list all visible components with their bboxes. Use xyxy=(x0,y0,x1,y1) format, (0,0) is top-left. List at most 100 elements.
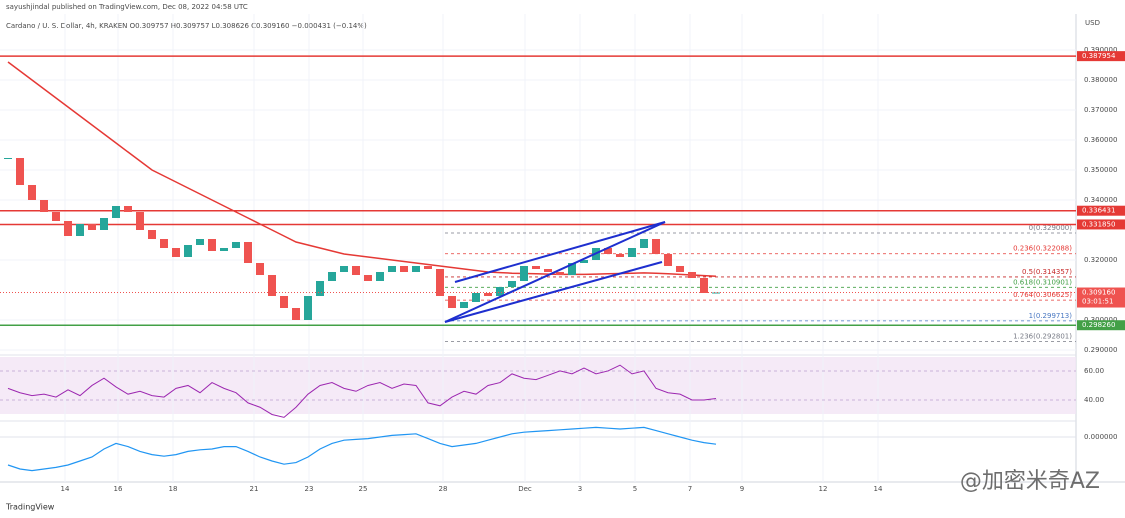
level-label: 0.298260 xyxy=(1082,321,1115,329)
y-tick-label: 0.300000 xyxy=(1084,316,1117,324)
y-tick-label: 0.360000 xyxy=(1084,136,1117,144)
x-tick-label: 16 xyxy=(114,485,123,493)
moving-average xyxy=(7,61,717,277)
x-tick-label: 3 xyxy=(578,485,582,493)
candle xyxy=(556,271,564,275)
x-tick-label: 5 xyxy=(633,485,637,493)
candle xyxy=(100,217,108,230)
countdown: 03:01:51 xyxy=(1082,298,1113,306)
y-tick-label: 0.290000 xyxy=(1084,346,1117,354)
candle xyxy=(628,247,636,257)
y-tick-label: 0.380000 xyxy=(1084,76,1117,84)
rsi-band xyxy=(0,357,1076,414)
macd-tick-label: 0.000000 xyxy=(1084,433,1117,441)
candle xyxy=(316,280,324,296)
y-tick-label: 0.320000 xyxy=(1084,256,1117,264)
header: sayushjindal published on TradingView.co… xyxy=(6,3,248,11)
level-label: 0.336431 xyxy=(1082,207,1115,215)
candle xyxy=(484,292,492,296)
candle xyxy=(340,265,348,272)
channel-line xyxy=(444,221,666,323)
candle xyxy=(532,265,540,269)
candle xyxy=(16,158,24,185)
chart-title: Cardano / U. S. Dollar, 4h, KRAKEN O0.30… xyxy=(6,22,367,30)
candle xyxy=(148,229,156,239)
candle xyxy=(364,274,372,281)
candle xyxy=(256,262,264,275)
level-tag xyxy=(1077,205,1125,216)
x-tick-label: 18 xyxy=(169,485,178,493)
candle xyxy=(712,292,720,294)
candle xyxy=(52,211,60,221)
candle xyxy=(472,292,480,302)
candle xyxy=(244,241,252,263)
candle xyxy=(232,241,240,248)
candle xyxy=(700,277,708,293)
candle xyxy=(688,271,696,278)
candle xyxy=(652,238,660,254)
x-tick-label: 9 xyxy=(740,485,744,493)
candle xyxy=(88,223,96,230)
y-tick-label: 0.350000 xyxy=(1084,166,1117,174)
level-label: 0.331850 xyxy=(1082,220,1115,228)
rsi-line xyxy=(7,364,717,418)
x-tick-label: 14 xyxy=(61,485,70,493)
candle xyxy=(664,253,672,266)
x-tick-label: 21 xyxy=(250,485,259,493)
candle xyxy=(676,265,684,272)
rsi-tick-label: 40.00 xyxy=(1084,396,1104,404)
candle xyxy=(292,307,300,320)
candle xyxy=(376,271,384,281)
candle xyxy=(460,301,468,308)
macd-line xyxy=(7,426,717,472)
x-tick-label: 23 xyxy=(305,485,314,493)
last-price-tag xyxy=(1077,287,1125,308)
candle xyxy=(328,271,336,281)
candle xyxy=(448,295,456,308)
watermark: @加密米奇AZ xyxy=(960,469,1100,494)
candle xyxy=(76,223,84,236)
fib-label: 0.236(0.322088) xyxy=(1013,245,1072,253)
candle xyxy=(412,265,420,272)
candle xyxy=(124,205,132,212)
x-tick-label: Dec xyxy=(518,485,532,493)
candle xyxy=(196,238,204,245)
candle xyxy=(172,247,180,257)
candle xyxy=(28,185,36,200)
candle xyxy=(352,265,360,275)
candle xyxy=(424,265,432,269)
currency: USD xyxy=(1085,19,1100,27)
candle xyxy=(4,158,12,160)
level-label: 0.387954 xyxy=(1082,52,1116,60)
candle xyxy=(160,238,168,248)
fib-label: 0(0.329000) xyxy=(1029,224,1073,232)
rsi-tick-label: 60.00 xyxy=(1084,367,1104,375)
candle xyxy=(580,259,588,263)
candle xyxy=(268,274,276,296)
candle xyxy=(568,262,576,275)
candle xyxy=(640,238,648,248)
candle xyxy=(508,280,516,287)
y-tick-label: 0.390000 xyxy=(1084,46,1117,54)
fib-label: 0.618(0.310901) xyxy=(1013,278,1072,286)
x-tick-label: 14 xyxy=(874,485,883,493)
x-tick-label: 12 xyxy=(819,485,828,493)
x-tick-label: 7 xyxy=(688,485,692,493)
candle xyxy=(280,295,288,308)
level-tag xyxy=(1077,320,1125,331)
candle xyxy=(388,265,396,272)
candle xyxy=(112,205,120,218)
x-tick-label: 28 xyxy=(439,485,448,493)
candle xyxy=(496,286,504,296)
candle xyxy=(544,268,552,272)
candle xyxy=(604,247,612,254)
candle xyxy=(520,265,528,281)
candle xyxy=(184,244,192,257)
candle xyxy=(136,211,144,230)
channel-line xyxy=(444,261,663,323)
y-tick-label: 0.340000 xyxy=(1084,196,1117,204)
level-tag xyxy=(1077,219,1125,230)
candle xyxy=(436,268,444,296)
